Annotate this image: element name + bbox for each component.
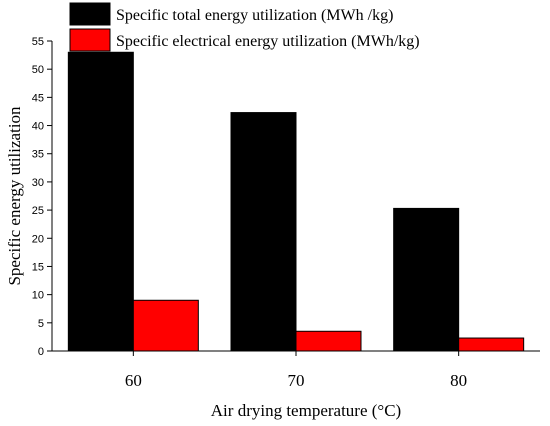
y-tick-label: 0 <box>38 346 44 358</box>
legend-swatch-electrical <box>69 28 111 52</box>
x-tick-label: 60 <box>125 371 142 390</box>
bars <box>67 51 525 352</box>
y-tick-label: 50 <box>32 64 44 76</box>
y-tick-label: 55 <box>32 36 44 48</box>
y-tick-label: 5 <box>38 318 44 330</box>
x-tick-label: 80 <box>450 371 467 390</box>
bar-total-60 <box>67 51 134 352</box>
y-tick-label: 30 <box>32 177 44 189</box>
y-tick-label: 25 <box>32 205 44 217</box>
legend-label-electrical: Specific electrical energy utilization (… <box>116 33 420 50</box>
legend: Specific total energy utilization (MWh /… <box>69 2 420 52</box>
legend-label-total: Specific total energy utilization (MWh /… <box>116 7 393 24</box>
y-tick-label: 40 <box>32 121 44 133</box>
x-ticks: 60 70 80 <box>125 351 467 390</box>
y-tick-label: 20 <box>32 233 44 245</box>
y-tick-label: 15 <box>32 261 44 273</box>
y-tick-label: 35 <box>32 149 44 161</box>
y-tick-label: 10 <box>32 290 44 302</box>
y-tick-label: 45 <box>32 92 44 104</box>
bar-electrical-80 <box>458 337 525 352</box>
bar-total-70 <box>230 112 297 352</box>
bar-electrical-70 <box>295 330 362 352</box>
x-axis-title: Air drying temperature (°C) <box>211 401 401 420</box>
bar-total-80 <box>393 207 460 352</box>
y-axis-title: Specific energy utilization <box>5 106 24 286</box>
y-ticks: 0 5 10 15 20 25 30 35 40 45 50 55 <box>32 36 52 358</box>
bar-electrical-60 <box>132 299 199 352</box>
legend-swatch-total <box>69 2 111 26</box>
x-tick-label: 70 <box>288 371 305 390</box>
